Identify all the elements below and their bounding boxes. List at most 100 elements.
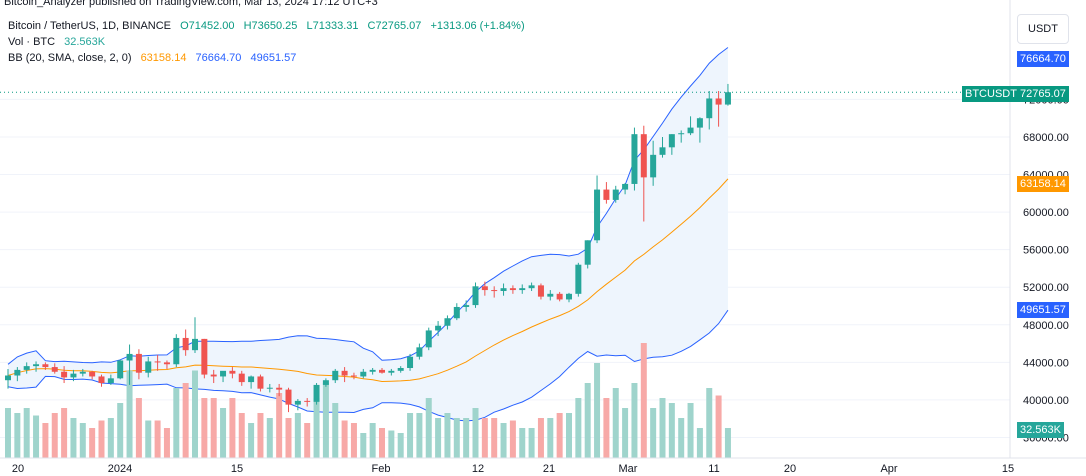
volume-bar (285, 418, 292, 458)
volume-label: Vol · BTC (8, 36, 56, 48)
bb-legend[interactable]: BB (20, SMA, close, 2, 0) 63158.14 76664… (8, 52, 302, 64)
volume-bar (322, 383, 329, 458)
candle-body (304, 400, 311, 402)
ohlc-close: C72765.07 (367, 20, 422, 32)
candle-body (407, 356, 414, 369)
candle-body (257, 376, 264, 389)
y-tick-label: 48000.00 (1023, 320, 1069, 332)
candle-body (61, 371, 68, 378)
volume-bar (397, 433, 404, 458)
volume-bar (416, 413, 423, 458)
volume-bar (715, 395, 722, 458)
volume-legend[interactable]: Vol · BTC 32.563K (8, 36, 111, 48)
volume-bar (453, 418, 460, 458)
publisher-line: Bitcoin_Analyzer published on TradingVie… (4, 0, 378, 8)
candle-body (23, 366, 30, 370)
candle-body (276, 387, 283, 390)
volume-value: 32.563K (64, 36, 106, 48)
y-tick-label: 44000.00 (1023, 357, 1069, 369)
volume-bar (89, 428, 96, 458)
candle-body (379, 369, 385, 373)
candle-body (135, 353, 142, 373)
volume-bar (61, 408, 68, 458)
candle-body (313, 384, 320, 402)
candle-body (453, 306, 460, 319)
candle-body (472, 286, 479, 306)
volume-bar (154, 420, 161, 458)
candle-body (528, 285, 535, 289)
volume-bar (42, 423, 49, 458)
volume-bar (491, 418, 498, 458)
volume-bar (603, 398, 610, 458)
volume-bar (276, 393, 283, 458)
volume-bar (350, 423, 357, 458)
candle-body (481, 286, 488, 291)
volume-bar (229, 398, 236, 458)
candle-body (322, 380, 329, 385)
candle-body (594, 189, 601, 241)
candle-body (89, 371, 96, 377)
x-tick-label: 11 (708, 463, 719, 475)
volume-bar (192, 370, 198, 458)
volume-bar (668, 403, 675, 458)
candle-body (294, 400, 301, 405)
volume-bar (537, 418, 544, 458)
volume-bar (706, 388, 713, 458)
candle-body (388, 370, 395, 373)
volume-bar (425, 398, 432, 458)
candle-body (650, 154, 657, 178)
volume-bar (519, 428, 526, 458)
candle-body (659, 147, 666, 155)
x-tick-label: 12 (472, 463, 484, 475)
candle-body (547, 293, 554, 297)
candle-body (678, 133, 685, 135)
candle-body (285, 389, 292, 405)
volume-bar (696, 428, 703, 458)
currency-button[interactable]: USDT (1017, 14, 1069, 44)
volume-bar (659, 398, 666, 458)
candle-body (509, 288, 516, 291)
volume-bar (173, 388, 180, 458)
volume-bar (304, 423, 311, 458)
ohlc-low: L71333.31 (306, 20, 359, 32)
candle-body (229, 370, 236, 374)
candle-body (425, 330, 432, 348)
volume-bar (117, 403, 124, 458)
volume-bar (640, 343, 647, 458)
candle-body (210, 374, 217, 377)
candle-body (70, 373, 77, 378)
volume-bar (135, 398, 142, 458)
symbol-legend[interactable]: Bitcoin / TetherUS, 1D, BINANCE O71452.0… (8, 20, 531, 32)
candle-body (163, 362, 170, 365)
candle-body (584, 240, 591, 265)
bb-lower-value: 49651.57 (250, 52, 297, 64)
candle-body (220, 370, 227, 377)
x-tick-label: Apr (880, 463, 897, 475)
candle-body (14, 369, 21, 376)
volume-bar (5, 408, 11, 458)
volume-bar (369, 423, 376, 458)
candle-body (435, 325, 442, 331)
volume-bar (98, 420, 105, 458)
volume-bar (248, 423, 255, 458)
candle-body (332, 370, 339, 381)
candle-body (706, 98, 713, 119)
candle-body (341, 370, 348, 376)
volume-bar (332, 403, 339, 458)
volume-bar (444, 413, 451, 458)
volume-bar (70, 418, 77, 458)
symbol-tag: BTCUSDT (962, 86, 1020, 102)
y-tick-label: 40000.00 (1023, 395, 1069, 407)
x-tick-label: 2024 (108, 463, 132, 475)
candle-body (416, 347, 423, 357)
bollinger-fill (8, 47, 728, 421)
volume-tag: 32.563K (1017, 422, 1064, 438)
volume-bar (210, 398, 217, 458)
candle-body (566, 293, 572, 300)
lower-band-tag: 49651.57 (1017, 302, 1069, 318)
candle-body (154, 361, 161, 363)
volume-bar (500, 423, 507, 458)
candle-body (696, 118, 703, 128)
candle-body (117, 360, 124, 379)
